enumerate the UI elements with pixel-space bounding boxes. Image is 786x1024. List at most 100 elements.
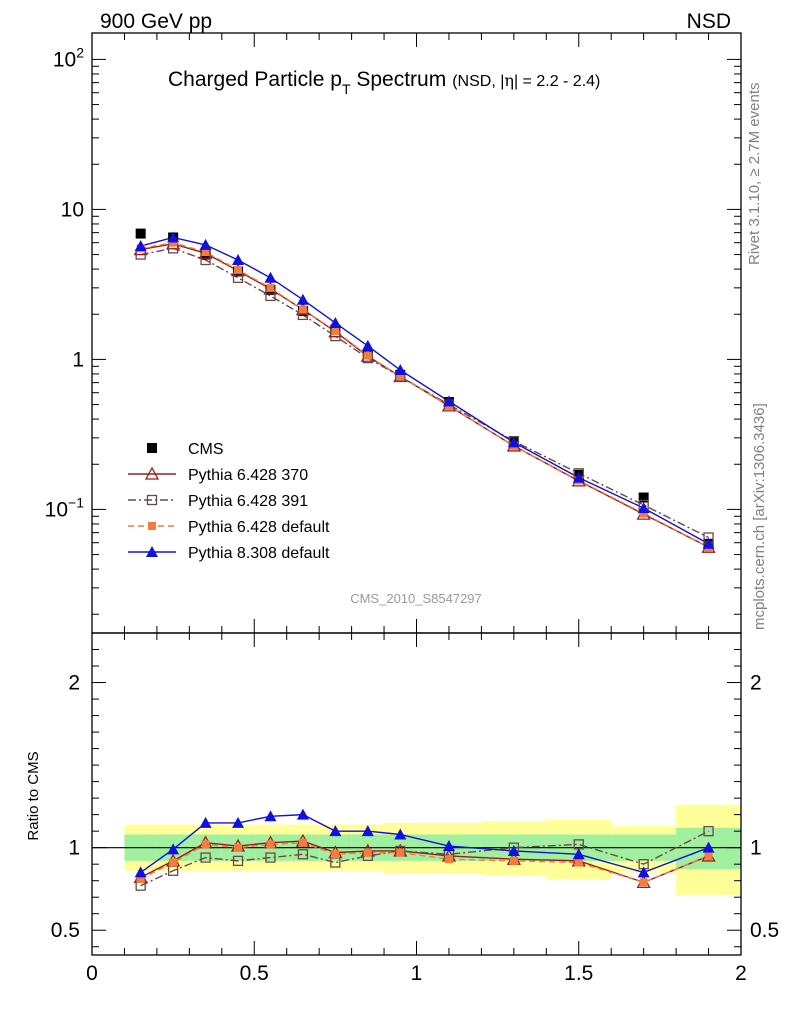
- main-point-p8_default: [232, 254, 245, 265]
- ratio-series-markers: [133, 808, 716, 891]
- main-point-p6_default: [169, 238, 178, 247]
- y-tick-label-main: 10−1: [45, 494, 85, 521]
- legend: CMS Pythia 6.428 370 Pythia 6.428 391 Pythi…: [128, 441, 330, 562]
- ratio-point-p8_default: [134, 866, 147, 878]
- ratio-point-p8_default: [394, 828, 407, 840]
- main-point-p8_default: [637, 502, 650, 514]
- y-tick-label-ratio-left: 1: [68, 837, 80, 860]
- x-tick-label: 2: [735, 962, 747, 985]
- ratio-point-p6_default: [574, 858, 583, 867]
- ratio-point-p6_default: [509, 856, 518, 865]
- header-left-label: 900 GeV pp: [100, 10, 212, 33]
- y-tick-label-ratio-right: 1: [750, 837, 762, 860]
- legend-entry-p6_default: Pythia 6.428 default: [128, 519, 330, 536]
- main-point-p8_default: [394, 364, 407, 376]
- ratio-frame: [91, 632, 742, 956]
- ratio-series-lines: [140, 813, 709, 887]
- ratio-point-p6_default: [201, 840, 210, 849]
- ratio-point-p6_391: [265, 852, 276, 863]
- ratio-point-p6_default: [639, 878, 648, 887]
- ratio-point-p6_default: [363, 848, 372, 857]
- axis-ticks: [91, 33, 742, 955]
- main-line-p8_default: [140, 236, 709, 545]
- ratio-point-p8_default: [329, 825, 342, 837]
- main-line-p6_default: [140, 241, 709, 548]
- ratio-point-p6_default: [234, 843, 243, 852]
- y-tick-label-ratio-left: 2: [68, 672, 80, 695]
- x-tick-label: 1.5: [564, 962, 593, 985]
- ratio-point-p6_default: [136, 875, 145, 884]
- main-point-p8_default: [296, 293, 309, 305]
- legend-marker-cms: [147, 443, 157, 453]
- ratio-point-p8_default: [167, 843, 180, 855]
- ratio-point-p8_default: [442, 840, 455, 852]
- main-point-p6_default: [396, 372, 405, 381]
- ratio-point-p8_default: [264, 810, 277, 822]
- main-point-p8_default: [329, 316, 342, 328]
- x-tick-label: 0.5: [240, 962, 269, 985]
- legend-marker-p6_391: [146, 494, 158, 506]
- y-tick-label-ratio-right: 0.5: [750, 919, 779, 942]
- ratio-point-p8_default: [507, 844, 520, 856]
- ratio-point-p6_default: [444, 855, 453, 864]
- x-tick-label: 1: [411, 962, 423, 985]
- chart-title: Charged Particle pT Spectrum (NSD, |η| = …: [168, 68, 600, 97]
- ratio-point-p6_391: [297, 849, 309, 860]
- y-tick-label-main: 102: [53, 44, 84, 71]
- mcplots-source-label: mcplots.cern.ch [arXiv:1306.3436]: [751, 403, 768, 630]
- ratio-line-p8_default: [140, 813, 709, 874]
- legend-label-cms: CMS: [188, 441, 224, 458]
- main-point-p8_default: [199, 238, 212, 250]
- main-frame: [91, 32, 742, 634]
- main-point-p8_default: [442, 395, 455, 407]
- ratio-point-p8_default: [637, 866, 650, 878]
- main-point-p6_default: [201, 248, 210, 257]
- main-point-p8_default: [134, 240, 147, 252]
- ratio-point-p6_default: [169, 858, 178, 867]
- legend-label-p6_default: Pythia 6.428 default: [188, 519, 330, 536]
- ratio-point-p6_391: [232, 855, 244, 867]
- main-point-p6_default: [363, 351, 372, 360]
- ratio-point-p6_default: [331, 850, 340, 859]
- rivet-version-label: Rivet 3.1.10, ≥ 2.7M events: [746, 83, 763, 266]
- main-point-p6_default: [234, 265, 243, 274]
- main-point-p8_default: [264, 271, 277, 283]
- legend-entry-p8_default: Pythia 8.308 default: [128, 545, 330, 562]
- legend-label-p6_370: Pythia 6.428 370: [188, 467, 308, 484]
- main-point-p6_default: [331, 326, 340, 335]
- axis-tick-labels: 0 0.5 1 1.5 2 10−1 1 10 102 0.5 0.5 1 1 2 2: [45, 44, 780, 985]
- main-point-p6_default: [298, 305, 307, 314]
- main-point-p8_default: [507, 436, 520, 448]
- ratio-point-p8_default: [296, 808, 309, 820]
- ratio-point-p8_default: [572, 848, 585, 860]
- ratio-point-p8_default: [199, 816, 212, 828]
- legend-marker-p8_default: [146, 546, 158, 557]
- main-point-p8_default: [572, 471, 585, 483]
- main-point-cms: [638, 492, 649, 503]
- ratio-point-p6_default: [298, 838, 307, 847]
- legend-marker-p6_default: [148, 522, 156, 530]
- header-right-label: NSD: [687, 10, 731, 33]
- main-point-p6_default: [266, 283, 275, 292]
- ratio-point-p6_default: [396, 848, 405, 857]
- y-tick-label-ratio-right: 2: [750, 672, 762, 695]
- legend-label-p8_default: Pythia 8.308 default: [188, 545, 330, 562]
- ratio-point-p6_default: [704, 851, 713, 860]
- ratio-point-p8_default: [702, 841, 715, 853]
- ratio-line-p6_default: [140, 842, 709, 884]
- main-point-cms: [135, 228, 146, 239]
- analysis-id-label: CMS_2010_S8547297: [350, 591, 482, 606]
- legend-label-p6_391: Pythia 6.428 391: [188, 493, 308, 510]
- main-series-markers: [133, 228, 716, 553]
- legend-entry-cms: CMS: [147, 441, 224, 458]
- main-point-p6_default: [639, 509, 648, 518]
- legend-entry-p6_391: Pythia 6.428 391: [128, 493, 308, 510]
- ratio-point-p8_default: [232, 816, 245, 828]
- ratio-uncertainty-bands: [124, 804, 741, 896]
- main-line-p6_391: [140, 247, 709, 539]
- ratio-point-p8_default: [361, 825, 374, 837]
- ratio-axis-label: Ratio to CMS: [25, 751, 42, 840]
- ratio-point-p6_391: [200, 852, 211, 863]
- main-point-p8_default: [702, 537, 715, 549]
